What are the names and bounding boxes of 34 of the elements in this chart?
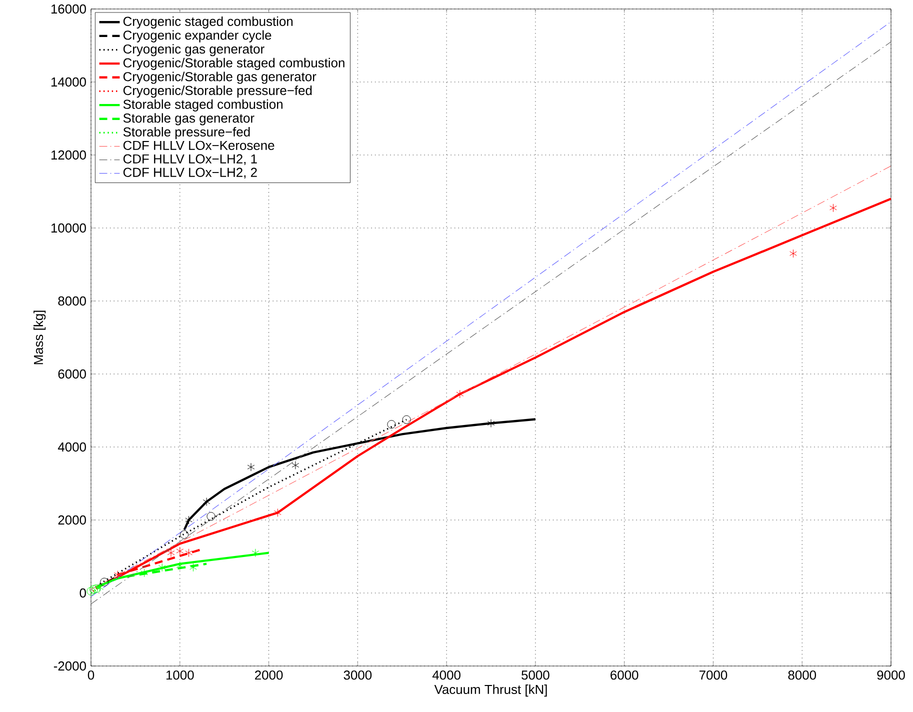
- legend-label: Cryogenic expander cycle: [123, 30, 272, 42]
- legend-label: Cryogenic/Storable staged combustion: [123, 58, 344, 70]
- legend-label: Cryogenic/Storable pressure−fed: [123, 86, 312, 98]
- y-tick-label: 10000: [51, 223, 86, 233]
- y-tick-label: -2000: [54, 661, 86, 671]
- y-tick-label: 16000: [51, 4, 86, 14]
- y-tick-label: 6000: [58, 369, 86, 379]
- y-tick-label: 14000: [51, 77, 86, 87]
- x-tick-label: 9000: [877, 670, 905, 680]
- legend-label: CDF HLLV LOx−LH2, 2: [123, 168, 257, 178]
- legend-label: CDF HLLV LOx−LH2, 1: [123, 154, 257, 166]
- y-tick-label: 8000: [58, 296, 86, 306]
- x-tick-label: 8000: [788, 670, 816, 680]
- legend-label: CDF HLLV LOx−Kerosene: [123, 140, 274, 150]
- x-axis-title: Vacuum Thrust [kN]: [434, 684, 547, 697]
- x-tick-label: 4000: [432, 670, 460, 680]
- legend-label: Cryogenic gas generator: [123, 44, 264, 56]
- x-tick-label: 3000: [344, 670, 372, 680]
- legend-label: Storable pressure−fed: [123, 127, 250, 140]
- y-tick-label: 0: [80, 588, 86, 598]
- legend-label: Cryogenic staged combustion: [123, 16, 293, 29]
- x-tick-label: 5000: [522, 670, 550, 680]
- x-tick-label: 1000: [166, 670, 194, 680]
- x-tick-label: 6000: [610, 670, 638, 680]
- y-axis-title: Mass [kg]: [34, 310, 46, 364]
- legend-label: Storable staged combustion: [123, 99, 282, 112]
- y-tick-label: 12000: [51, 150, 86, 160]
- y-tick-label: 2000: [58, 515, 86, 525]
- legend-label: Cryogenic/Storable gas generator: [123, 72, 316, 84]
- x-tick-label: 0: [88, 670, 94, 680]
- y-tick-label: 4000: [58, 442, 86, 452]
- x-tick-label: 2000: [255, 670, 283, 680]
- legend-label: Storable gas generator: [123, 113, 254, 126]
- x-tick-label: 7000: [699, 670, 728, 680]
